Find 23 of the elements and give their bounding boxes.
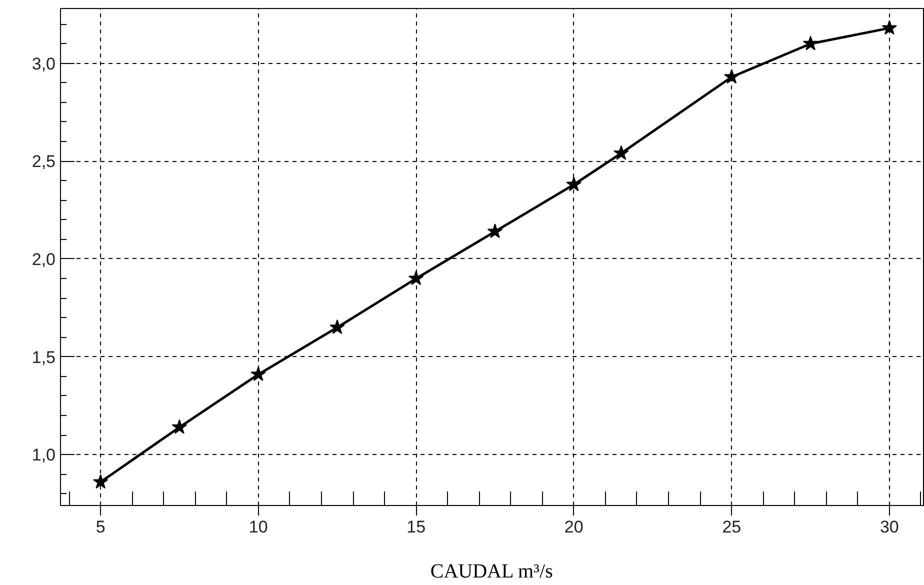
point xyxy=(882,20,898,35)
y-tick-label: 1,5 xyxy=(32,348,56,367)
x-axis-title: CAUDAL m³/s xyxy=(430,560,554,582)
point xyxy=(614,145,629,160)
x-tick-label: 15 xyxy=(406,518,426,536)
point xyxy=(92,474,108,489)
y-tick-label: 2,0 xyxy=(32,250,56,269)
y-tick-label: 3,0 xyxy=(32,54,56,74)
y-tick-label: 2,5 xyxy=(32,152,56,172)
point xyxy=(330,319,345,334)
point xyxy=(172,419,188,434)
point xyxy=(724,68,740,84)
y-tick-label: 1,0 xyxy=(32,446,56,465)
point xyxy=(566,176,582,192)
point xyxy=(802,36,818,50)
x-tick-label: 5 xyxy=(96,518,106,536)
point xyxy=(408,270,424,286)
point xyxy=(250,366,266,381)
x-tick-label: 30 xyxy=(880,518,899,536)
x-tick-label: 25 xyxy=(722,518,742,536)
x-tick-label: 10 xyxy=(248,518,268,536)
x-tick-label: 20 xyxy=(564,518,584,536)
point xyxy=(487,224,503,238)
